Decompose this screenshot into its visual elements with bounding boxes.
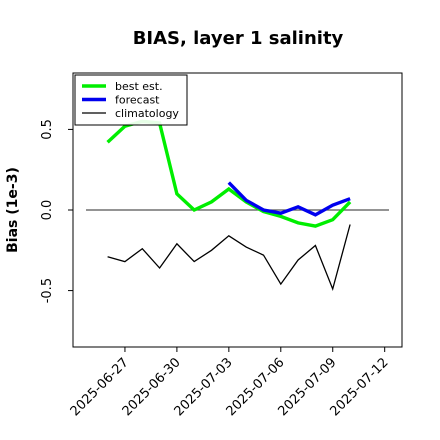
y-tick-label: 0.5 xyxy=(40,119,55,140)
legend-label: forecast xyxy=(115,94,160,107)
legend-label: best est. xyxy=(115,80,163,93)
chart-title: BIAS, layer 1 salinity xyxy=(133,28,344,49)
y-axis-label: Bias (1e-3) xyxy=(5,167,21,253)
legend-label: climatology xyxy=(115,107,179,120)
plot-area: -0.50.00.52025-06-272025-06-302025-07-03… xyxy=(40,119,392,419)
series-line-climatology xyxy=(107,224,351,292)
y-tick-label: 0.0 xyxy=(40,200,55,221)
y-tick-label: -0.5 xyxy=(40,278,55,303)
series-line-forecast xyxy=(227,181,351,217)
